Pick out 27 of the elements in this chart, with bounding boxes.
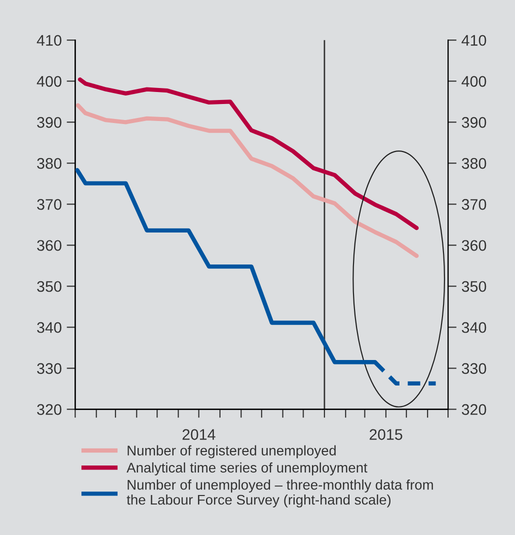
y2-tick-label: 380 [462, 158, 486, 169]
line-series [78, 77, 419, 230]
y-tick-label: 360 [37, 240, 62, 251]
legend-label: Analytical time series of unemployment [126, 462, 368, 476]
y-tick-label: 340 [37, 322, 62, 333]
y-tick-label: 350 [37, 281, 62, 292]
y-tick-label: 390 [37, 117, 62, 128]
y-tick-label: 330 [37, 363, 62, 374]
y2-tick-label: 350 [462, 281, 486, 292]
y-tick-label: 400 [36, 76, 62, 87]
y-tick-label: 410 [36, 34, 62, 46]
y2-tick-label: 370 [462, 199, 486, 210]
y-tick-label: 370 [37, 199, 62, 210]
y-tick-label: 320 [37, 404, 62, 415]
y-tick-label: 380 [37, 158, 62, 169]
legend-label: Number of registered unemployed [128, 445, 336, 458]
legend-label: Number of unemployed – three-monthly data from the Labour Force Survey (right-hand scale) [126, 480, 433, 508]
y2-tick-label: 400 [462, 76, 486, 87]
y2-tick-label: 340 [462, 322, 486, 333]
y2-tick-label: 330 [462, 363, 486, 374]
y2-tick-label: 360 [462, 240, 486, 251]
line-series [76, 103, 419, 258]
x-tick-label: 2015 [370, 429, 402, 440]
y2-tick-label: 410 [462, 34, 486, 46]
y2-tick-label: 320 [462, 404, 486, 415]
y2-tick-label: 390 [462, 117, 486, 128]
x-tick-label: 2014 [182, 429, 216, 440]
